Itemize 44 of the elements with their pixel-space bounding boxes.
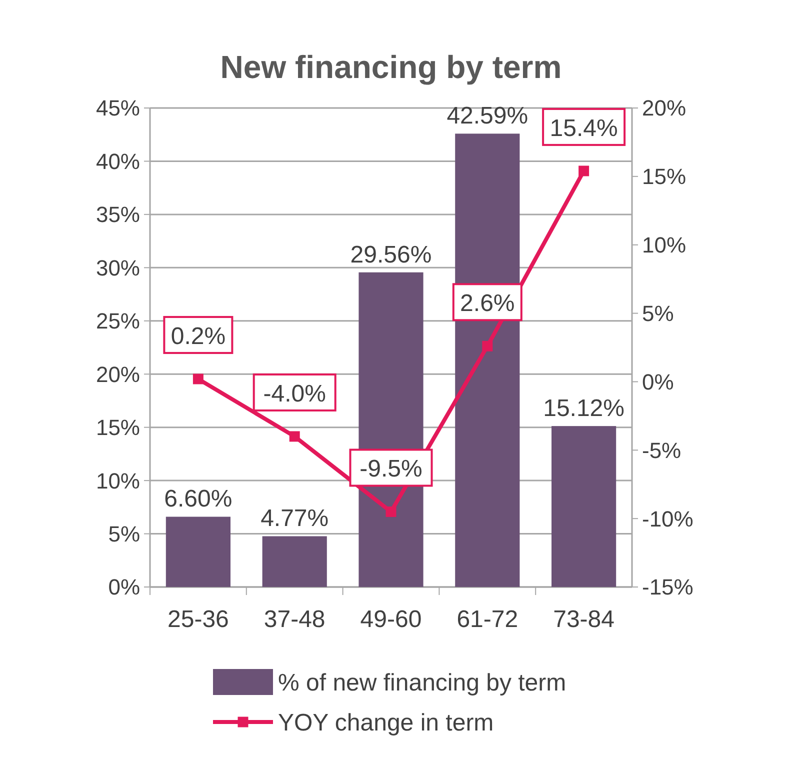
bar: [262, 536, 327, 587]
data-label: 4.77%: [260, 505, 329, 532]
data-label: 42.59%: [446, 102, 528, 130]
y2-tick-label: 10%: [642, 232, 686, 258]
x-tick-label: 25-36: [168, 606, 229, 633]
y-tick-label: 5%: [108, 521, 140, 546]
data-label: 15.4%: [550, 114, 618, 142]
point: [289, 431, 300, 442]
bar: [166, 516, 230, 587]
legend-label: YOY change in term: [278, 709, 494, 736]
legend-label: % of new financing by term: [278, 669, 566, 696]
x-tick-label: 61-72: [456, 606, 518, 633]
y-tick-label: 45%: [96, 96, 140, 121]
data-label: 15.12%: [543, 395, 625, 422]
x-tick-label: 37-48: [264, 606, 326, 633]
y-tick-label: 40%: [96, 148, 140, 174]
data-label: 0.2%: [170, 322, 226, 350]
y-tick-label: 10%: [96, 468, 140, 494]
y2-tick-label: 20%: [642, 96, 686, 121]
y2-tick-label: -10%: [642, 506, 694, 532]
y-tick-label: 15%: [96, 415, 140, 440]
data-label: -4.0%: [263, 380, 326, 408]
y2-tick-label: 0%: [642, 369, 674, 394]
x-tick-label: 49-60: [360, 606, 422, 633]
y-tick-label: 0%: [108, 574, 140, 600]
y-tick-label: 20%: [96, 362, 140, 387]
point: [386, 506, 396, 517]
chart-title: New financing by term: [220, 49, 562, 85]
x-tick-label: 73-84: [553, 606, 614, 633]
y2-tick-label: -15%: [642, 574, 694, 600]
data-label: 29.56%: [350, 241, 432, 268]
data-label: 6.60%: [164, 486, 232, 513]
data-label: -9.5%: [360, 456, 422, 483]
data-label: 2.6%: [460, 290, 515, 318]
point: [192, 374, 204, 384]
bar: [552, 426, 616, 587]
y-tick-label: 30%: [96, 255, 140, 280]
y2-tick-label: -5%: [642, 438, 682, 463]
y-tick-label: 35%: [96, 202, 140, 228]
y-tick-label: 25%: [96, 308, 140, 334]
y2-tick-label: 15%: [642, 164, 686, 190]
y2-tick-label: 5%: [642, 300, 674, 326]
point: [578, 166, 590, 176]
point: [482, 340, 493, 352]
